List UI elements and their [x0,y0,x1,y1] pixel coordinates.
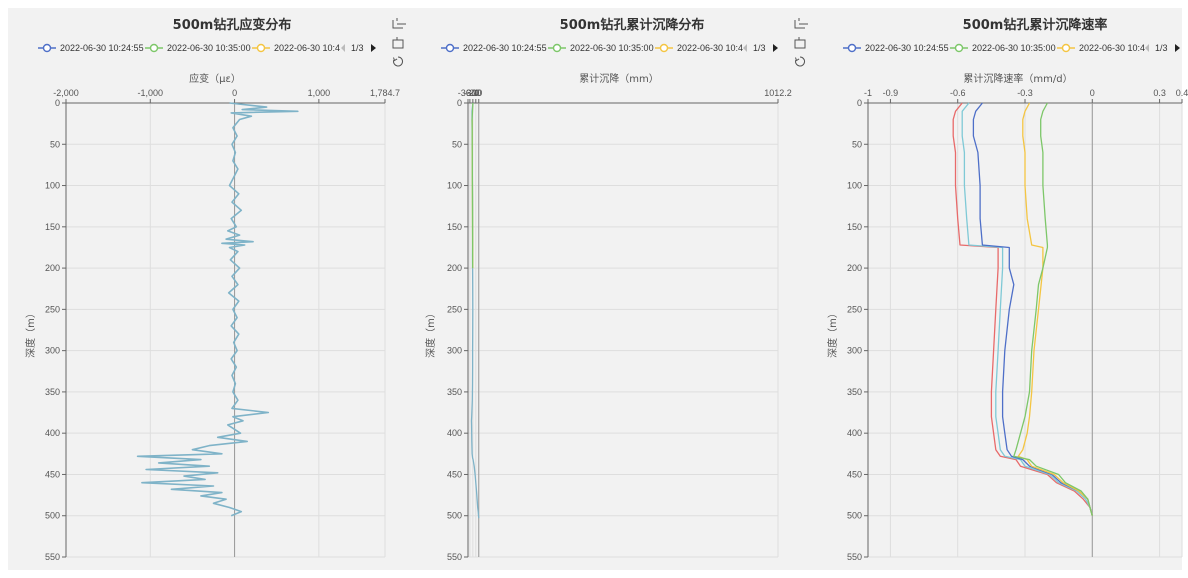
legend: 2022-06-30 10:24:55 2022-06-30 10:35:00 20… [38,43,376,53]
legend-pager: 1/3 [1155,43,1168,53]
y-axis-label: 深度（m） [826,308,839,358]
y-tick-label: 150 [447,222,462,232]
y-tick-label: 250 [45,304,60,314]
y-tick-label: 450 [447,469,462,479]
x-tick-label: 0.3 [1153,88,1166,98]
y-tick-label: 400 [847,428,862,438]
x-tick-label: 0 [232,88,237,98]
legend-label: 2022-06-30 10:4 [274,43,340,53]
chart-title: 500m钻孔应变分布 [173,17,292,33]
y-tick-label: 150 [847,222,862,232]
y-tick-label: 0 [457,98,462,108]
x-tick-label: 1,784.7 [370,88,400,98]
y-tick-label: 350 [45,387,60,397]
y-tick-label: 350 [847,387,862,397]
x-tick-label: -0.6 [950,88,966,98]
y-tick-label: 550 [447,552,462,562]
y-tick-label: 150 [45,222,60,232]
y-tick-label: 50 [452,139,462,149]
legend-label: 2022-06-30 10:24:55 [865,43,949,53]
legend-label: 2022-06-30 10:35:00 [167,43,251,53]
legend-marker [44,45,51,52]
x-tick-label: -1 [864,88,872,98]
legend-label: 2022-06-30 10:24:55 [463,43,547,53]
y-tick-label: 250 [447,304,462,314]
chart-title: 500m钻孔累计沉降分布 [560,17,705,33]
legend-marker [554,45,561,52]
x-tick-label: 1012.2 [764,88,792,98]
legend-marker [661,45,668,52]
y-tick-label: 500 [847,511,862,521]
legend-marker [1063,45,1070,52]
x-tick-label: 1,000 [308,88,331,98]
series-line-2 [472,103,473,268]
y-tick-label: 100 [847,181,862,191]
y-tick-label: 500 [45,511,60,521]
legend-label: 2022-06-30 10:35:00 [570,43,654,53]
chart-title: 500m钻孔累计沉降速率 [963,17,1108,33]
y-tick-label: 300 [847,346,862,356]
x-tick-label: -1,000 [138,88,164,98]
y-tick-label: 100 [447,181,462,191]
legend-pager: 1/3 [753,43,766,53]
y-tick-label: 200 [847,263,862,273]
x-tick-label: -0.9 [883,88,899,98]
y-tick-label: 200 [45,263,60,273]
y-axis-label: 深度（m） [24,308,37,358]
x-tick-label: -2,000 [53,88,79,98]
x-tick-label: -0.3 [1017,88,1033,98]
y-tick-label: 400 [45,428,60,438]
x-axis-label: 应变（με） [189,72,241,85]
y-tick-label: 400 [447,428,462,438]
legend-marker [849,45,856,52]
legend-marker [151,45,158,52]
y-tick-label: 350 [447,387,462,397]
y-tick-label: 550 [847,552,862,562]
x-axis-label: 累计沉降（mm） [579,72,658,85]
y-tick-label: 50 [852,139,862,149]
y-tick-label: 200 [447,263,462,273]
y-tick-label: 450 [847,469,862,479]
y-tick-label: 450 [45,469,60,479]
legend-label: 2022-06-30 10:24:55 [60,43,144,53]
chart-background [8,8,1182,570]
legend: 2022-06-30 10:24:55 2022-06-30 10:35:00 20… [441,43,778,53]
y-tick-label: 100 [45,181,60,191]
y-tick-label: 0 [55,98,60,108]
y-tick-label: 50 [50,139,60,149]
x-tick-label: 0.4 [1176,88,1188,98]
legend: 2022-06-30 10:24:55 2022-06-30 10:35:00 20… [843,43,1180,53]
y-tick-label: 300 [45,346,60,356]
y-tick-label: 250 [847,304,862,314]
legend-marker [447,45,454,52]
legend-marker [258,45,265,52]
x-tick-label: 0 [476,88,481,98]
y-axis-label: 深度（m） [424,308,437,358]
legend-label: 2022-06-30 10:35:00 [972,43,1056,53]
y-tick-label: 500 [447,511,462,521]
legend-marker [956,45,963,52]
y-tick-label: 550 [45,552,60,562]
legend-label: 2022-06-30 10:4 [1079,43,1145,53]
x-tick-label: 0 [1090,88,1095,98]
legend-label: 2022-06-30 10:4 [677,43,743,53]
y-tick-label: 300 [447,346,462,356]
legend-pager: 1/3 [351,43,364,53]
x-axis-label: 累计沉降速率（mm/d） [963,72,1072,85]
y-tick-label: 0 [857,98,862,108]
